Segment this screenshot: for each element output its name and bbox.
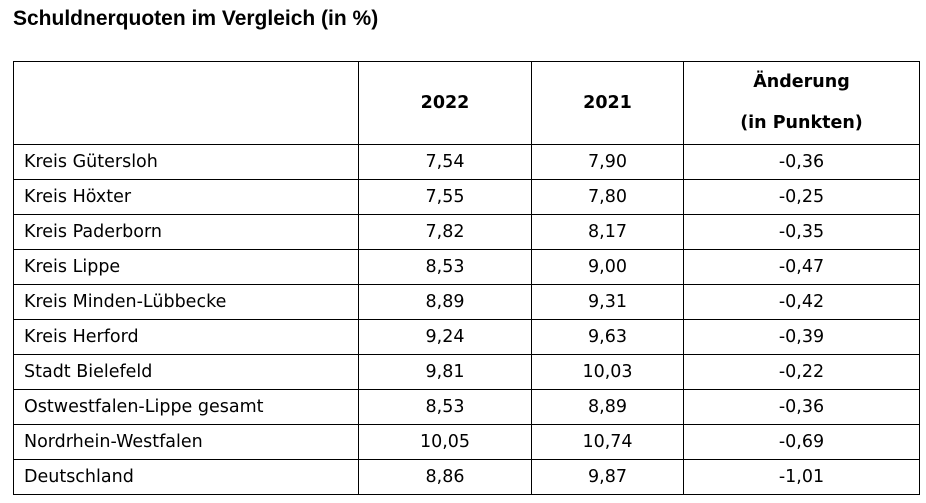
table-row: Kreis Gütersloh 7,54 7,90 -0,36 xyxy=(13,144,920,180)
header-row: 2022 2021 Änderung (in Punkten) xyxy=(13,61,920,145)
change-cell: -0,36 xyxy=(683,144,920,180)
table-row: Kreis Paderborn 7,82 8,17 -0,35 xyxy=(13,214,920,250)
value-2022-cell: 8,53 xyxy=(358,389,532,425)
value-2022-cell: 10,05 xyxy=(358,424,532,460)
value-2022-cell: 8,89 xyxy=(358,284,532,320)
header-2021: 2021 xyxy=(531,61,684,145)
table-row: Kreis Lippe 8,53 9,00 -0,47 xyxy=(13,249,920,285)
change-cell: -0,42 xyxy=(683,284,920,320)
region-cell: Kreis Paderborn xyxy=(13,214,359,250)
value-2022-cell: 8,53 xyxy=(358,249,532,285)
value-2021-cell: 9,87 xyxy=(531,459,684,495)
table-row: Kreis Herford 9,24 9,63 -0,39 xyxy=(13,319,920,355)
change-cell: -1,01 xyxy=(683,459,920,495)
region-cell: Kreis Höxter xyxy=(13,179,359,215)
table-row: Kreis Minden-Lübbecke 8,89 9,31 -0,42 xyxy=(13,284,920,320)
value-2022-cell: 9,24 xyxy=(358,319,532,355)
value-2021-cell: 7,90 xyxy=(531,144,684,180)
change-cell: -0,35 xyxy=(683,214,920,250)
region-cell: Kreis Lippe xyxy=(13,249,359,285)
value-2021-cell: 8,17 xyxy=(531,214,684,250)
value-2022-cell: 7,82 xyxy=(358,214,532,250)
region-cell: Ostwestfalen-Lippe gesamt xyxy=(13,389,359,425)
table-row: Deutschland 8,86 9,87 -1,01 xyxy=(13,459,920,495)
table-row: Nordrhein-Westfalen 10,05 10,74 -0,69 xyxy=(13,424,920,460)
value-2022-cell: 9,81 xyxy=(358,354,532,390)
value-2021-cell: 7,80 xyxy=(531,179,684,215)
change-cell: -0,22 xyxy=(683,354,920,390)
value-2022-cell: 7,54 xyxy=(358,144,532,180)
value-2021-cell: 9,63 xyxy=(531,319,684,355)
table-row: Stadt Bielefeld 9,81 10,03 -0,22 xyxy=(13,354,920,390)
change-cell: -0,39 xyxy=(683,319,920,355)
header-change: Änderung (in Punkten) xyxy=(683,61,920,145)
value-2021-cell: 10,03 xyxy=(531,354,684,390)
value-2022-cell: 7,55 xyxy=(358,179,532,215)
header-change-unit: (in Punkten) xyxy=(740,113,863,133)
table-row: Kreis Höxter 7,55 7,80 -0,25 xyxy=(13,179,920,215)
data-table: 2022 2021 Änderung (in Punkten) Kreis Gü… xyxy=(13,61,920,495)
value-2021-cell: 10,74 xyxy=(531,424,684,460)
value-2021-cell: 9,00 xyxy=(531,249,684,285)
change-cell: -0,69 xyxy=(683,424,920,460)
value-2021-cell: 8,89 xyxy=(531,389,684,425)
table-row: Ostwestfalen-Lippe gesamt 8,53 8,89 -0,36 xyxy=(13,389,920,425)
change-cell: -0,47 xyxy=(683,249,920,285)
region-cell: Kreis Gütersloh xyxy=(13,144,359,180)
region-cell: Kreis Herford xyxy=(13,319,359,355)
header-2022: 2022 xyxy=(358,61,532,145)
value-2022-cell: 8,86 xyxy=(358,459,532,495)
header-change-label: Änderung xyxy=(753,72,850,92)
region-cell: Kreis Minden-Lübbecke xyxy=(13,284,359,320)
change-cell: -0,36 xyxy=(683,389,920,425)
value-2021-cell: 9,31 xyxy=(531,284,684,320)
change-cell: -0,25 xyxy=(683,179,920,215)
region-cell: Stadt Bielefeld xyxy=(13,354,359,390)
region-cell: Deutschland xyxy=(13,459,359,495)
region-cell: Nordrhein-Westfalen xyxy=(13,424,359,460)
header-empty xyxy=(13,61,359,145)
page-title: Schuldnerquoten im Vergleich (in %) xyxy=(13,7,379,30)
